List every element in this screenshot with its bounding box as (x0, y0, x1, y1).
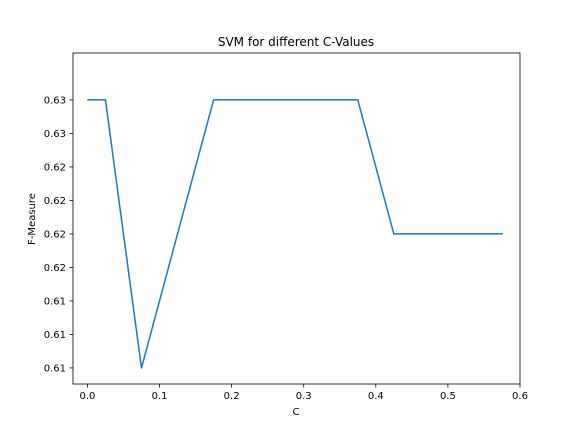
y-tick-label: 0.61 (44, 330, 66, 341)
x-tick-label: 0.3 (296, 391, 312, 402)
y-tick-label: 0.61 (44, 363, 66, 374)
y-tick-label: 0.61 (44, 296, 66, 307)
series-point (393, 233, 395, 235)
x-tick-label: 0.2 (224, 391, 240, 402)
x-axis-label: C (293, 407, 300, 418)
y-tick-label: 0.62 (44, 162, 66, 173)
x-axis-ticks: 0.0 0.1 0.2 0.3 0.4 0.5 0.6 (79, 384, 528, 402)
series-layer (87, 99, 503, 369)
x-tick-label: 0.4 (368, 391, 384, 402)
y-tick-label: 0.62 (44, 263, 66, 274)
series-point (248, 99, 251, 101)
series-point (104, 99, 107, 101)
chart-title: SVM for different C-Values (218, 35, 374, 49)
y-axis-ticks: 0.61 0.61 0.61 0.62 0.62 0.62 0.62 0.63 0.63 (44, 95, 73, 374)
series-point (87, 99, 89, 101)
series-point (320, 99, 323, 101)
series-point (501, 233, 503, 235)
y-tick-label: 0.62 (44, 229, 66, 240)
series-point (212, 99, 215, 101)
axes-frame (72, 52, 521, 385)
x-tick-label: 0.5 (440, 391, 456, 402)
y-tick-label: 0.62 (44, 196, 66, 207)
series-line-0 (87, 99, 503, 369)
series-point (465, 233, 467, 235)
plot-area: 0.0 0.1 0.2 0.3 0.4 0.5 0.6 0.610.610.610.620.… (44, 52, 528, 402)
x-tick-label: 0.1 (152, 391, 168, 402)
series-point (357, 99, 359, 101)
series-point (140, 367, 143, 369)
series-point (429, 233, 431, 235)
y-tick-label: 0.63 (44, 95, 66, 106)
x-tick-label: 0.6 (512, 391, 528, 402)
y-tick-label: 0.63 (44, 129, 66, 140)
y-axis-label: F-Measure (27, 193, 38, 245)
x-tick-label: 0.0 (79, 391, 95, 402)
series-point (284, 99, 287, 101)
